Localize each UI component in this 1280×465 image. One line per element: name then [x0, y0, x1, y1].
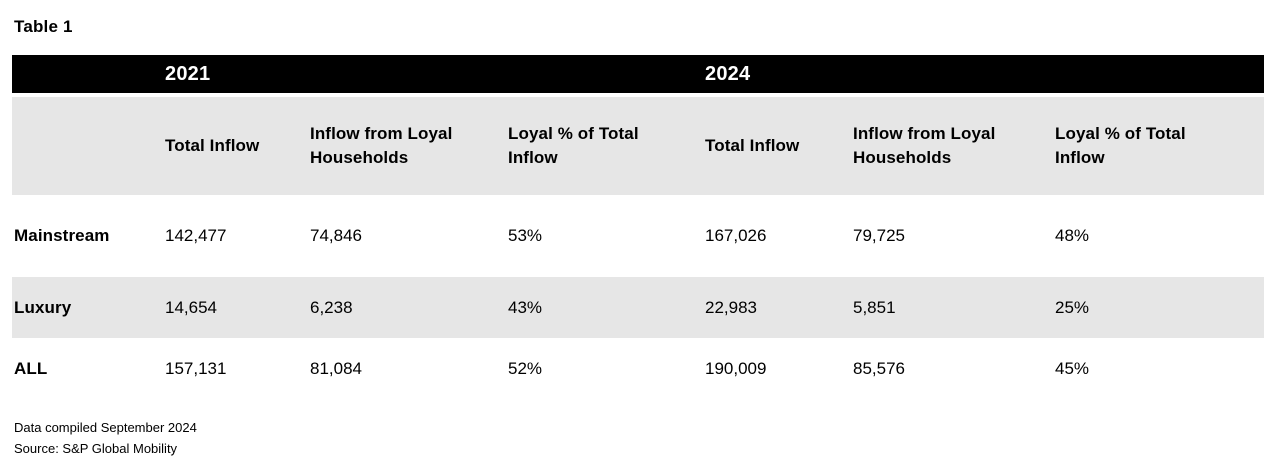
column-header-total-inflow-2024: Total Inflow	[705, 136, 800, 156]
cell-value: 190,009	[705, 359, 767, 378]
cell-value: 81,084	[310, 359, 362, 378]
source-note: Source: S&P Global Mobility	[14, 441, 178, 456]
cell-value: 52%	[508, 359, 543, 378]
row-label: Luxury	[14, 297, 72, 317]
cell-value: 14,654	[165, 297, 217, 317]
cell-value: 85,576	[853, 359, 905, 378]
column-header-loyal-households-2024: Inflow from Loyal Households	[853, 124, 996, 167]
cell-value: 6,238	[310, 297, 353, 317]
cell-value: 79,725	[853, 226, 905, 245]
table-row-mainstream: Mainstream 142,477 74,846 53% 167,026 79…	[12, 195, 1264, 277]
cell-value: 43%	[508, 297, 543, 317]
table-footnotes: Data compiled September 2024 Source: S&P…	[14, 417, 197, 459]
table-row-luxury: Luxury 14,654 6,238 43% 22,983 5,851 25%	[12, 277, 1264, 338]
cell-value: 53%	[508, 226, 543, 245]
column-header-total-inflow-2021: Total Inflow	[165, 136, 260, 156]
row-label: Mainstream	[14, 226, 110, 245]
column-header-loyal-pct-2021: Loyal % of Total Inflow	[508, 124, 639, 167]
cell-value: 25%	[1055, 297, 1090, 317]
cell-value: 167,026	[705, 226, 767, 245]
table-row-all: ALL 157,131 81,084 52% 190,009 85,576 45…	[12, 338, 1264, 400]
cell-value: 142,477	[165, 226, 227, 245]
compiled-note: Data compiled September 2024	[14, 420, 197, 435]
cell-value: 157,131	[165, 359, 227, 378]
column-header-row: Total Inflow Inflow from Loyal Household…	[12, 97, 1264, 195]
cell-value: 48%	[1055, 226, 1090, 245]
year-band: 2021 2024	[12, 55, 1264, 93]
year-label-2021: 2021	[165, 62, 211, 85]
cell-value: 45%	[1055, 359, 1090, 378]
cell-value: 74,846	[310, 226, 362, 245]
page-title: Table 1	[14, 17, 73, 36]
cell-value: 5,851	[853, 297, 896, 317]
column-header-loyal-households-2021: Inflow from Loyal Households	[310, 124, 453, 167]
column-header-loyal-pct-2024: Loyal % of Total Inflow	[1055, 124, 1186, 167]
cell-value: 22,983	[705, 297, 757, 317]
year-label-2024: 2024	[705, 62, 751, 85]
row-label: ALL	[14, 359, 48, 378]
